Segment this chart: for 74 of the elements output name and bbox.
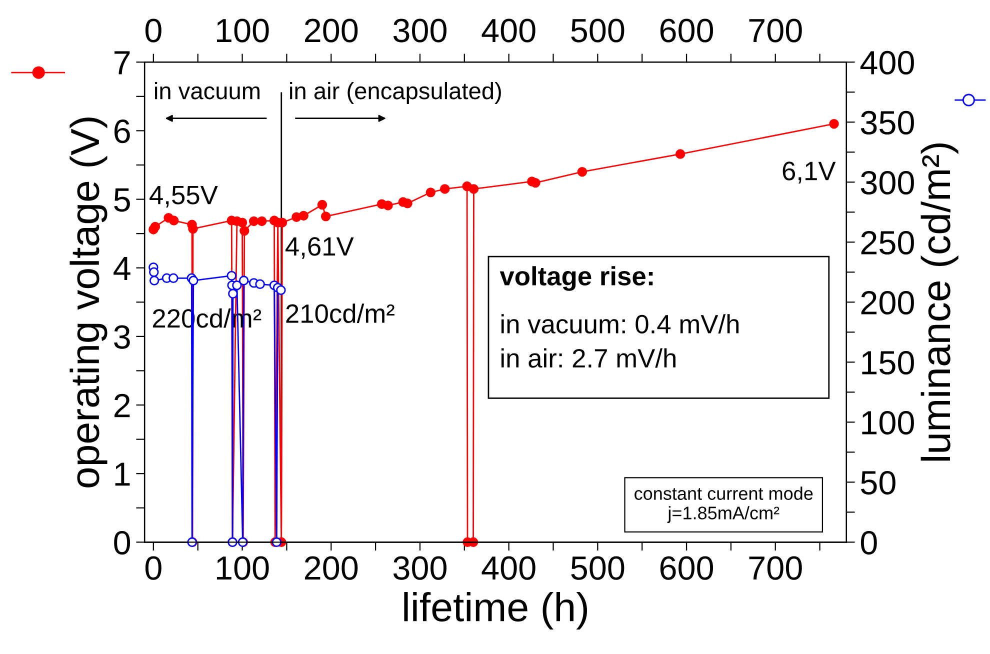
point: [256, 216, 267, 226]
annotation: in air (encapsulated): [290, 82, 501, 104]
point: [383, 200, 393, 210]
y2-tick-label: 0: [860, 530, 877, 555]
x2-tick-label: 700: [749, 18, 802, 42]
point: [829, 118, 839, 129]
y-tick-label: 4: [114, 257, 130, 280]
point: [168, 273, 178, 284]
point: [248, 216, 259, 226]
x-tick-label: 400: [482, 556, 536, 580]
y-tick-label: 7: [114, 51, 130, 74]
point: [530, 178, 540, 188]
point: [440, 184, 450, 194]
point: [228, 288, 238, 299]
annotation: in vacuum: 0.4 mV/h: [501, 314, 739, 334]
y-axis-title: operating voltage (V): [70, 118, 108, 488]
point: [675, 149, 686, 159]
y-tick-label: 3: [114, 325, 130, 349]
y2-tick-label: 400: [860, 50, 914, 75]
point: [298, 210, 308, 221]
x-tick-label: 700: [749, 556, 802, 580]
y2-tick-label: 350: [860, 110, 914, 135]
y2-tick-label: 200: [861, 290, 914, 315]
point: [238, 276, 249, 286]
point: [577, 166, 588, 177]
x-tick-label: 500: [571, 556, 624, 580]
point: [169, 216, 179, 226]
annotation: 4,61V: [286, 237, 354, 259]
y-tick-label: 5: [114, 188, 130, 212]
point: [320, 212, 331, 222]
x2-tick-label: 200: [304, 18, 358, 42]
annotation: in vacuum: [155, 82, 260, 100]
point: [317, 200, 328, 210]
x-tick-label: 300: [393, 556, 446, 580]
x2-tick-label: 400: [482, 18, 536, 42]
y2-tick-label: 250: [861, 230, 914, 255]
point: [149, 276, 160, 286]
x2-tick-label: 500: [571, 18, 624, 42]
annotation: 210cd/m²: [286, 304, 394, 323]
y2-tick-label: 300: [860, 170, 914, 195]
x2-tick-label: 100: [217, 18, 269, 42]
x-tick-label: 200: [304, 556, 358, 580]
x-axis-title: lifetime (h): [404, 592, 587, 630]
point: [149, 267, 159, 278]
y-tick-label: 1: [115, 462, 130, 486]
point: [240, 226, 250, 236]
point: [237, 218, 248, 228]
annotation: in air: 2.7 mV/h: [501, 348, 676, 368]
point: [255, 279, 265, 290]
point: [276, 285, 286, 296]
annotation: constant current mode j=1.85mA/cm²: [634, 486, 813, 523]
y2-axis-title: luminance (cd/m²): [920, 143, 958, 461]
point: [188, 276, 198, 286]
y2-tick-label: 50: [860, 470, 896, 495]
point: [226, 270, 236, 281]
annotation: 4,55V: [150, 186, 218, 208]
annotation: 6,1V: [782, 162, 836, 184]
point: [426, 188, 436, 198]
x2-tick-label: 600: [660, 18, 714, 42]
x-tick-label: 100: [217, 556, 269, 580]
y2-tick-label: 100: [862, 410, 914, 435]
y-tick-label: 6: [114, 120, 130, 144]
y2-tick-label: 150: [862, 350, 914, 375]
x2-tick-label: 300: [393, 18, 446, 42]
y-tick-label: 0: [114, 530, 130, 555]
point: [468, 184, 479, 194]
x-tick-label: 0: [145, 556, 162, 580]
y-tick-label: 2: [114, 394, 130, 418]
point: [232, 280, 242, 290]
x-tick-label: 600: [660, 556, 714, 580]
x2-tick-label: 0: [145, 18, 162, 42]
annotation: voltage rise:: [500, 266, 653, 291]
point: [402, 198, 412, 208]
point: [150, 222, 160, 232]
